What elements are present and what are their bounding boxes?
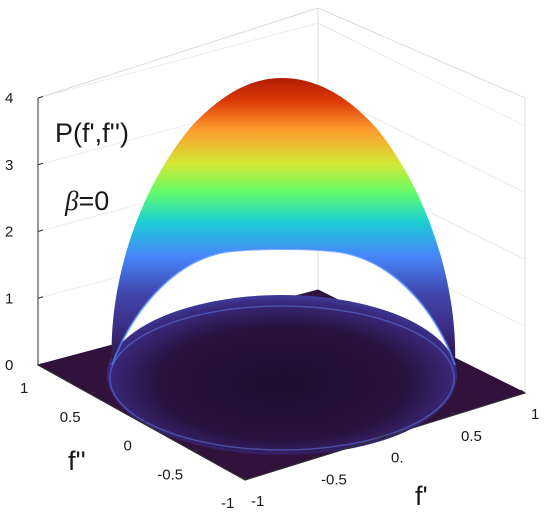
z-grid-line	[37, 22, 319, 99]
z-tick-mark	[37, 296, 44, 299]
x-axis-ticks: -1 -0.5 0. 0.5 1	[240, 389, 539, 510]
y-tick-label: 1	[20, 380, 28, 397]
x-tick-mark	[380, 433, 386, 437]
beta-symbol: β	[64, 186, 79, 216]
z-tick-mark	[37, 162, 44, 166]
y-tick-mark	[141, 420, 147, 423]
surface-base-bowl	[107, 295, 457, 455]
x-tick-label: 1	[531, 406, 539, 423]
x-tick-mark	[520, 389, 526, 394]
surface-rim-highlight	[111, 248, 456, 366]
surface-dome	[111, 78, 456, 365]
x-tick-label: -1	[251, 493, 264, 510]
x-tick-label: 0.5	[461, 428, 482, 445]
surface-base-ring	[109, 305, 455, 451]
y-axis-label: f''	[68, 446, 86, 476]
y-axis-ticks: -1 -0.5 0 0.5 1	[20, 363, 251, 512]
surface	[107, 78, 457, 455]
y-tick-mark	[244, 478, 251, 481]
z-tick-label: 1	[5, 290, 13, 307]
z-tick-label: 2	[5, 224, 13, 241]
x-tick-mark	[240, 476, 246, 481]
z-tick-mark	[37, 96, 44, 99]
y-tick-label: -1	[221, 495, 234, 512]
y-tick-label: -0.5	[157, 466, 183, 483]
z-grid-line	[317, 22, 526, 127]
z-tick-mark	[37, 229, 44, 232]
x-axis-label: f'	[415, 481, 428, 511]
y-tick-label: 0.5	[60, 409, 81, 426]
z-axis-ticks: 0 1 2 3 4	[5, 90, 44, 374]
y-tick-label: 0	[124, 438, 132, 455]
y-tick-mark	[193, 449, 199, 452]
z-tick-label: 0	[5, 357, 13, 374]
y-tick-mark	[37, 363, 44, 366]
z-tick-label: 3	[5, 157, 13, 174]
x-tick-label: 0.	[391, 450, 404, 467]
beta-value: =0	[78, 186, 109, 216]
annotation-title: P(f',f'')	[55, 118, 129, 148]
y-tick-mark	[89, 391, 95, 395]
z-tick-label: 4	[5, 90, 13, 107]
annotation-beta: β=0	[64, 186, 109, 216]
x-tick-label: -0.5	[321, 471, 347, 488]
x-tick-mark	[450, 411, 456, 416]
x-tick-mark	[310, 454, 316, 459]
